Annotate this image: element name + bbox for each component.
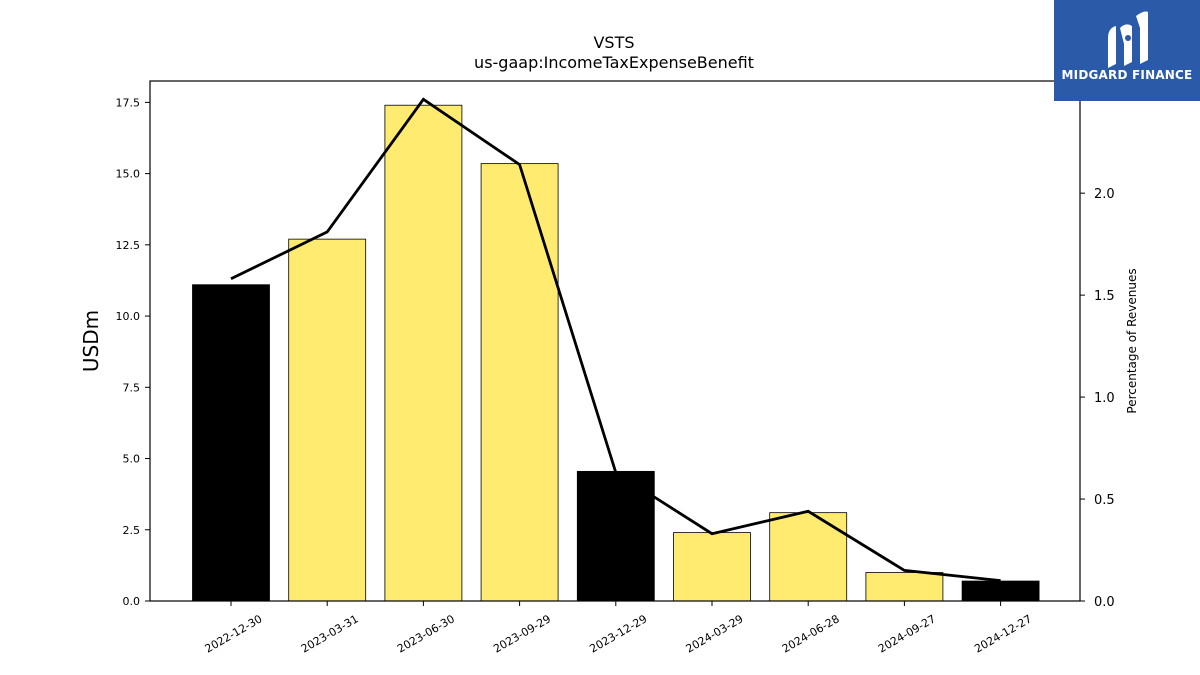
x-tick-label: 2024-09-27 xyxy=(876,612,938,655)
y2-tick-label: 0.5 xyxy=(1094,493,1115,508)
bar-2024-12-27 xyxy=(961,580,1040,602)
y2-tick-label: 0.0 xyxy=(1094,595,1115,610)
bar-2023-03-31 xyxy=(288,238,367,602)
y2-tick-label: 2.0 xyxy=(1094,187,1115,202)
x-tick-label: 2024-12-27 xyxy=(972,612,1034,655)
y-tick-label: 5.0 xyxy=(123,453,141,466)
chart-subtitle: us-gaap:IncomeTaxExpenseBenefit xyxy=(474,53,754,72)
bar-2024-03-29 xyxy=(673,532,751,602)
y2-tick-label: 1.5 xyxy=(1094,289,1115,304)
bar-2024-09-27 xyxy=(865,572,944,602)
y-tick-label: 17.5 xyxy=(116,96,141,109)
brand-name: MIDGARD FINANCE xyxy=(1061,68,1193,82)
bars xyxy=(192,104,1040,602)
x-tick-label: 2024-03-29 xyxy=(684,612,746,655)
y-tick-label: 2.5 xyxy=(123,524,141,537)
chart-title: VSTS xyxy=(593,33,634,52)
y-axis-label: USDm xyxy=(79,310,103,372)
brand-logo: MIDGARD FINANCE xyxy=(1054,0,1200,101)
left-axis-ticks: 0.0 2.5 5.0 7.5 10.0 12.5 15.0 17.5 xyxy=(116,96,150,608)
y-tick-label: 0.0 xyxy=(123,595,141,608)
bar-2023-12-29 xyxy=(576,470,655,602)
plot-frame xyxy=(149,80,1081,602)
bar-2023-06-30 xyxy=(384,104,463,602)
x-tick-label: 2023-09-29 xyxy=(491,612,553,655)
bar-2024-06-28 xyxy=(769,512,848,602)
y2-tick-label: 1.0 xyxy=(1094,391,1115,406)
y2-axis-label: Percentage of Revenues xyxy=(1125,268,1139,413)
x-tick-label: 2024-06-28 xyxy=(780,612,842,655)
bar-2022-12-30 xyxy=(192,284,270,602)
bar-2023-09-29 xyxy=(480,163,559,602)
right-axis-ticks: 0.0 0.5 1.0 1.5 2.0 xyxy=(1080,187,1115,610)
x-tick-label: 2023-06-30 xyxy=(395,612,457,655)
revenue-percentage-line xyxy=(230,97,1001,583)
y-tick-label: 12.5 xyxy=(116,239,141,252)
percentage-line-path xyxy=(230,97,1001,583)
y-tick-label: 10.0 xyxy=(116,310,141,323)
x-tick-label: 2022-12-30 xyxy=(203,612,265,655)
midgard-logo-icon xyxy=(1108,11,1148,68)
y-tick-label: 7.5 xyxy=(123,381,141,394)
x-tick-label: 2023-03-31 xyxy=(299,612,361,655)
x-axis-ticks: 2022-12-30 2023-03-31 2023-06-30 2023-09-29… xyxy=(203,601,1034,656)
y-tick-label: 15.0 xyxy=(116,168,141,181)
x-tick-label: 2023-12-29 xyxy=(587,612,649,655)
